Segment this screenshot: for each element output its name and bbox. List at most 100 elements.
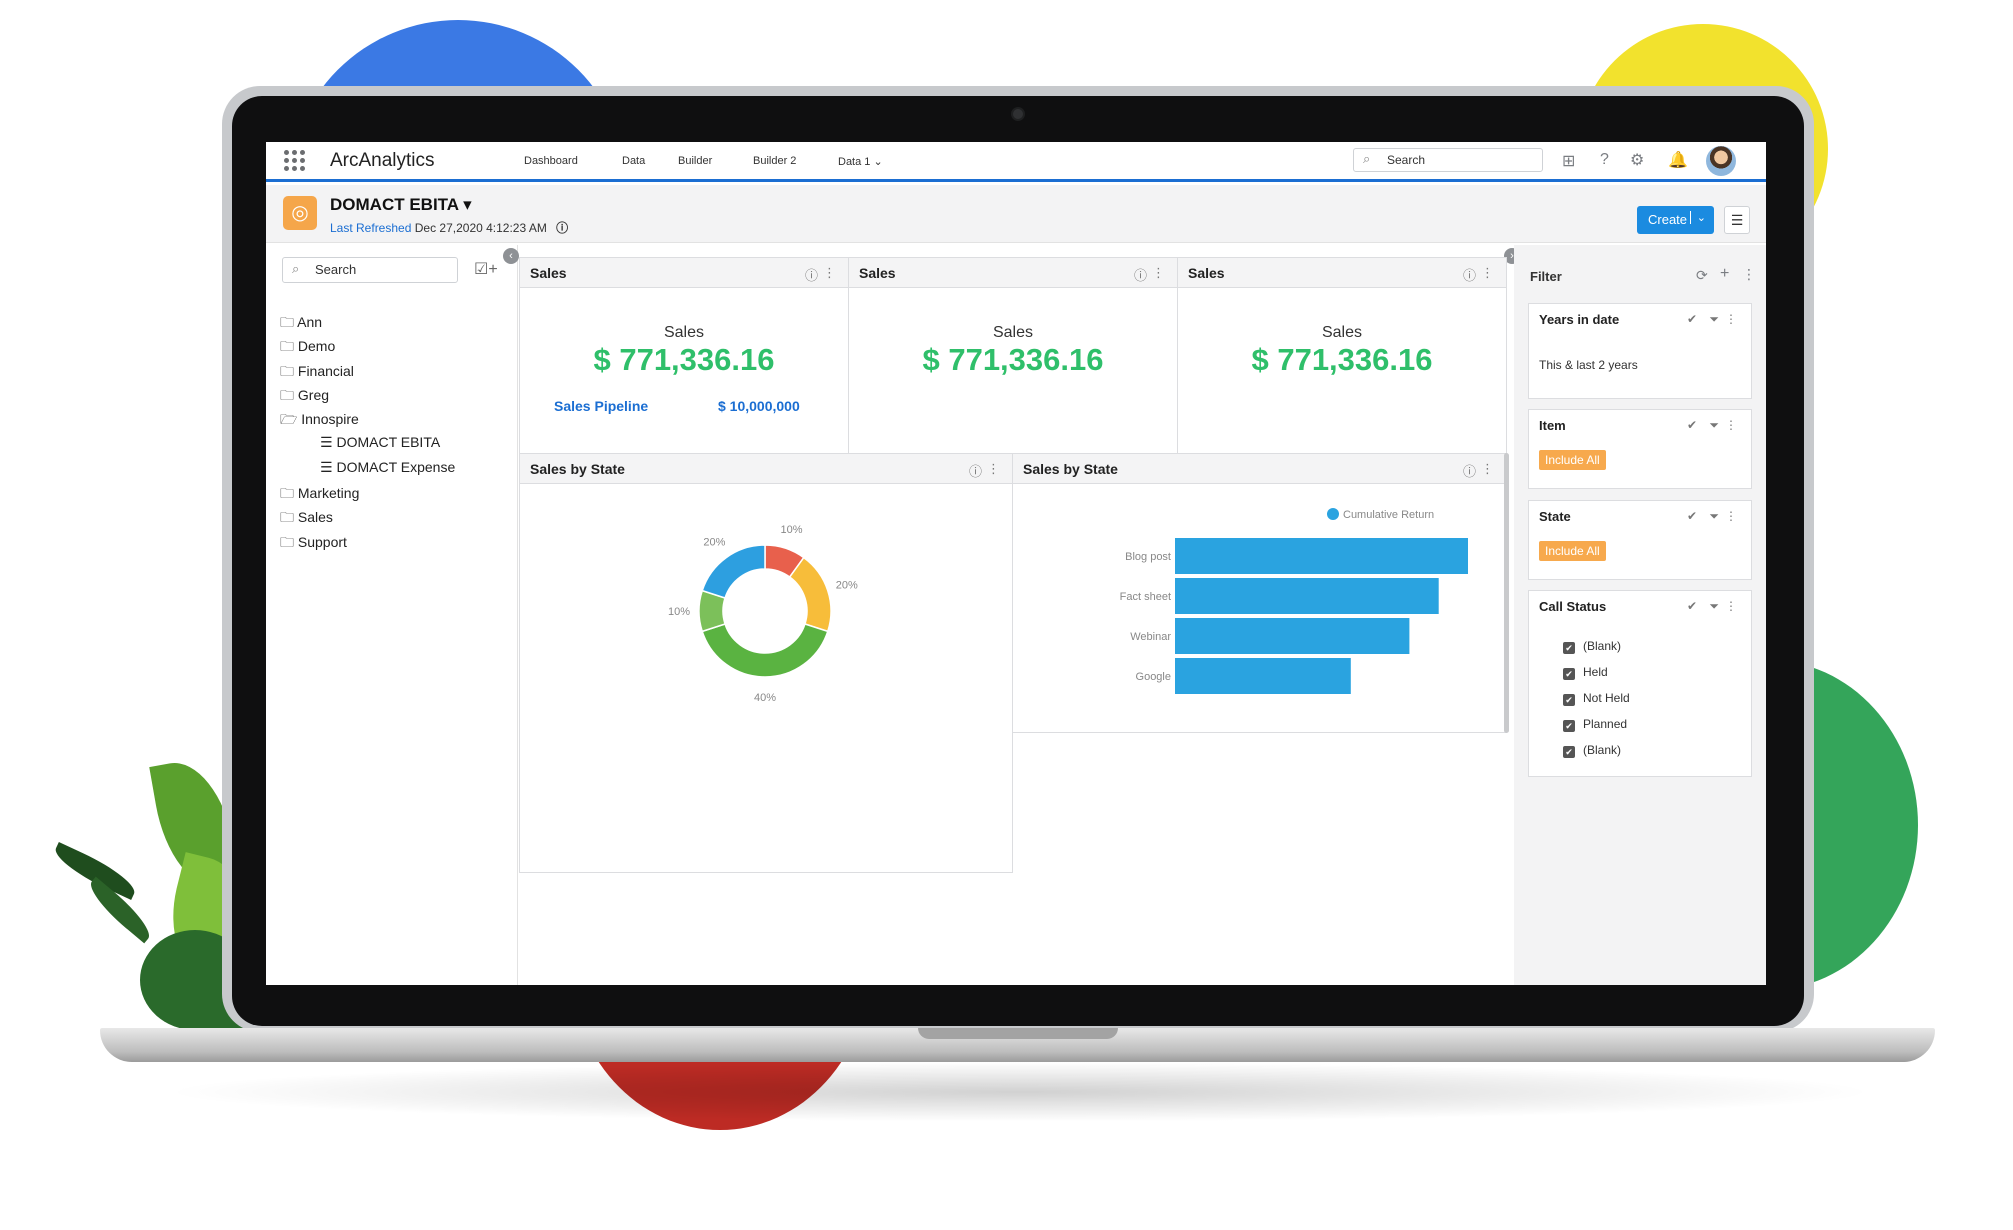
- option-label: (Blank): [1583, 743, 1622, 757]
- tree-folder-label: Sales: [297, 509, 333, 525]
- tree-dashboard-domact-ebita[interactable]: ☰ DOMACT EBITA: [320, 434, 440, 451]
- more-options-icon[interactable]: ⋮: [1725, 599, 1737, 613]
- more-options-icon[interactable]: ⋮: [1725, 418, 1737, 432]
- donut-slice-label: 20%: [703, 536, 725, 548]
- donut-slice-label: 40%: [754, 692, 776, 704]
- call-status-option[interactable]: ✔ (Blank): [1563, 639, 1621, 654]
- widget-title: Sales: [1188, 265, 1225, 281]
- filter-card-state[interactable]: State ✔ ⏷ ⋮ Include All: [1528, 500, 1752, 580]
- tree-folder-financial[interactable]: 🗀 Financial: [280, 361, 354, 385]
- create-button[interactable]: Create ⌄: [1637, 206, 1714, 234]
- widget-header: Sales by State ⓘ ⋮: [1013, 454, 1506, 484]
- more-options-icon[interactable]: ⋮: [1725, 312, 1737, 326]
- collapse-sidebar-icon[interactable]: ‹: [503, 248, 519, 264]
- include-all-badge[interactable]: Include All: [1539, 541, 1606, 561]
- tree-folder-greg[interactable]: 🗀 Greg: [280, 385, 329, 409]
- sidebar-search-input[interactable]: ⌕ Search: [282, 257, 458, 283]
- filter-card-title: State: [1539, 509, 1571, 524]
- folder-icon: 🗀: [280, 534, 298, 550]
- info-icon[interactable]: ⓘ: [556, 221, 569, 235]
- filter-card-call-status[interactable]: Call Status ✔ ⏷ ⋮ ✔ (Blank) ✔ Held ✔ Not He…: [1528, 590, 1752, 777]
- dashboard-title[interactable]: DOMACT EBITA ▾: [330, 195, 472, 214]
- tree-folder-demo[interactable]: 🗀 Demo: [280, 336, 335, 360]
- tree-folder-marketing[interactable]: 🗀 Marketing: [280, 483, 359, 507]
- funnel-icon[interactable]: ⏷: [1709, 509, 1719, 523]
- include-all-badge[interactable]: Include All: [1539, 450, 1606, 470]
- more-options-icon[interactable]: ⋮: [1152, 265, 1165, 280]
- info-icon[interactable]: ⓘ: [1462, 464, 1476, 479]
- app-launcher-icon[interactable]: [284, 150, 306, 172]
- info-icon[interactable]: ⓘ: [1133, 268, 1147, 283]
- nav-item-data-1[interactable]: Data 1 ⌄: [838, 156, 883, 168]
- nav-item-data[interactable]: Data: [622, 155, 646, 167]
- global-search-input[interactable]: ⌕ Search: [1353, 148, 1543, 172]
- filter-card-item[interactable]: Item ✔ ⏷ ⋮ Include All: [1528, 409, 1752, 489]
- more-options-icon[interactable]: ⋮: [987, 461, 1000, 476]
- info-icon[interactable]: ⓘ: [1462, 268, 1476, 283]
- tree-dashboard-domact-expense[interactable]: ☰ DOMACT Expense: [320, 459, 455, 476]
- kpi-value: $ 771,336.16: [922, 342, 1104, 377]
- tree-folder-sales[interactable]: 🗀 Sales: [280, 507, 333, 531]
- list-view-button[interactable]: ☰: [1724, 206, 1750, 234]
- tree-item-label: DOMACT Expense: [336, 459, 456, 475]
- tree-folder-innospire[interactable]: 🗁 Innospire: [280, 409, 359, 433]
- more-options-icon[interactable]: ⋮: [1481, 265, 1494, 280]
- chevron-down-icon[interactable]: ⌄: [1689, 211, 1706, 224]
- donut-chart-widget: Sales by State ⓘ ⋮ 10% 20% 40% 10% 20%: [519, 453, 1013, 873]
- filter-card-title: Years in date: [1539, 312, 1620, 327]
- gear-icon[interactable]: ⚙: [1630, 152, 1645, 169]
- more-options-icon[interactable]: ⋮: [1725, 509, 1737, 523]
- filter-card-title: Item: [1539, 418, 1566, 433]
- call-status-option[interactable]: ✔ Held: [1563, 665, 1608, 680]
- tree-item-label: DOMACT EBITA: [336, 434, 441, 450]
- bar-category-label: Google: [1136, 671, 1171, 683]
- kpi-value: $ 771,336.16: [1251, 342, 1433, 377]
- checkbox-checked-icon[interactable]: ✔: [1563, 668, 1575, 680]
- call-status-option[interactable]: ✔ (Blank): [1563, 743, 1621, 758]
- add-icon[interactable]: ⊞: [1562, 153, 1576, 170]
- tree-folder-ann[interactable]: 🗀 Ann: [280, 312, 322, 336]
- tree-folder-support[interactable]: 🗀 Support: [280, 532, 347, 556]
- bar: [1175, 578, 1439, 614]
- funnel-icon[interactable]: ⏷: [1709, 418, 1719, 432]
- check-icon[interactable]: ✔: [1686, 509, 1697, 523]
- widget-header: Sales ⓘ ⋮: [849, 258, 1177, 288]
- more-options-icon[interactable]: ⋮: [823, 265, 836, 280]
- call-status-option[interactable]: ✔ Not Held: [1563, 691, 1630, 706]
- checkbox-checked-icon[interactable]: ✔: [1563, 720, 1575, 732]
- add-folder-icon[interactable]: ☑+: [474, 261, 498, 278]
- more-options-icon[interactable]: ⋮: [1742, 266, 1756, 282]
- avatar[interactable]: [1706, 146, 1736, 176]
- checkbox-checked-icon[interactable]: ✔: [1563, 694, 1575, 706]
- bell-icon[interactable]: 🔔: [1668, 152, 1688, 169]
- filter-card-years[interactable]: Years in date ✔ ⏷ ⋮ This & last 2 years: [1528, 303, 1752, 399]
- call-status-option[interactable]: ✔ Planned: [1563, 717, 1627, 732]
- app-name: ArcAnalytics: [330, 150, 435, 171]
- widget-title: Sales: [859, 265, 896, 281]
- help-icon[interactable]: ?: [1600, 151, 1609, 168]
- filter-panel: Filter ⟳ + ⋮ Years in date ✔ ⏷ ⋮ This & …: [1514, 245, 1766, 985]
- funnel-icon[interactable]: ⏷: [1709, 312, 1719, 326]
- widget-scrollbar[interactable]: [1504, 453, 1509, 733]
- dashboard-list-icon: ☰: [320, 434, 337, 450]
- check-icon[interactable]: ✔: [1686, 599, 1697, 613]
- info-icon[interactable]: ⓘ: [968, 464, 982, 479]
- folder-icon: 🗀: [280, 485, 298, 501]
- folder-icon: 🗀: [280, 314, 298, 330]
- funnel-icon[interactable]: ⏷: [1709, 599, 1719, 613]
- checkbox-checked-icon[interactable]: ✔: [1563, 746, 1575, 758]
- nav-item-builder[interactable]: Builder: [678, 155, 713, 167]
- info-icon[interactable]: ⓘ: [804, 268, 818, 283]
- nav-item-dashboard[interactable]: Dashboard: [524, 155, 578, 167]
- check-icon[interactable]: ✔: [1686, 418, 1697, 432]
- checkbox-checked-icon[interactable]: ✔: [1563, 642, 1575, 654]
- add-filter-icon[interactable]: +: [1720, 265, 1730, 282]
- more-options-icon[interactable]: ⋮: [1481, 461, 1494, 476]
- plant-decoration: [40, 740, 264, 1040]
- check-icon[interactable]: ✔: [1686, 312, 1697, 326]
- pipeline-label[interactable]: Sales Pipeline: [554, 398, 649, 414]
- nav-item-builder-2[interactable]: Builder 2: [753, 155, 797, 167]
- refresh-icon[interactable]: ⟳: [1696, 267, 1708, 283]
- kpi-widget: Sales ⓘ ⋮ Sales $ 771,336.16: [848, 257, 1178, 454]
- refreshed-value: Dec 27,2020 4:12:23 AM: [414, 221, 547, 235]
